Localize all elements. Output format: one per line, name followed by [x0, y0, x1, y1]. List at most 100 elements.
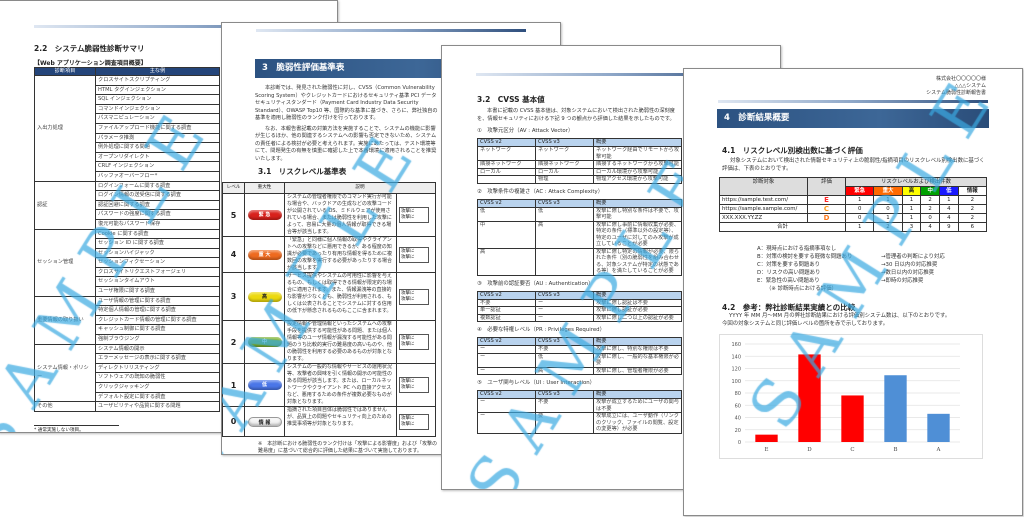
item-cell: エラーメッセージの表示に関する調査	[95, 353, 220, 364]
cell: 攻撃に際し、特別な権限は不要	[593, 345, 682, 354]
header-row: CVSS v2 CVSS v3 概要	[477, 138, 682, 147]
impact-text: 攻撃に	[401, 421, 415, 427]
count-cell: 2	[957, 204, 988, 214]
impact-cell: 攻撃に 攻撃に	[396, 193, 436, 237]
table-row: 入出力処理 クロスサイトスクリプティング	[34, 75, 220, 182]
category-cell: セッション管理	[34, 228, 96, 297]
item-cell: デフォルト設定に関する調査	[95, 391, 220, 403]
table-row: 認証 ログインフォームに関する調査	[34, 180, 220, 230]
column-header: CVSS v3	[535, 198, 594, 208]
target-url: https://sample.test.com/	[719, 195, 808, 205]
item-cell: セッションハイジャック	[95, 247, 220, 259]
header-system: △△△システム	[954, 83, 986, 89]
item-cell: 例外処理に関する問題	[95, 142, 220, 153]
table-row: 中高攻撃に際し事前に情報収集が必要、特定の条件（標準以外の設定等）、特定のユーザ…	[477, 220, 682, 249]
risk-level-header: 中	[920, 186, 940, 196]
y-tick-label: 20	[735, 428, 741, 434]
impact-box: 攻撃に 攻撃に	[399, 246, 429, 263]
header-row: CVSS v2 CVSS v3 概要	[477, 337, 682, 346]
severity-badge: 情 報	[247, 416, 282, 427]
impact-cell: 攻撃に 攻撃に	[396, 320, 436, 364]
target-url: XXX.XXX.YY.ZZ	[719, 213, 808, 223]
cell: 攻撃に際し二つ以上の認証が必要	[593, 313, 682, 322]
table-row: その他 ユーザビリティや品質に関する問題	[34, 401, 220, 412]
intro-paragraph-2: なお、本報告書記載の対策方法を実施することで、システムの機能に影響が生じるほか、…	[255, 125, 437, 162]
column-header: レベル	[222, 182, 245, 194]
table-caption: 【Web アプリケーション調査項目概要】	[34, 60, 147, 67]
header-rule	[256, 29, 526, 32]
item-cell: オープンリダイレクト	[95, 151, 220, 163]
y-tick-label: 0	[738, 440, 741, 446]
risk-level-header: 低	[938, 186, 959, 196]
count-cell: 0	[844, 213, 875, 223]
impact-text: 攻撃に	[401, 215, 415, 220]
count-cell: 0	[920, 213, 940, 223]
footnote-rule	[34, 425, 119, 426]
severity-badge: 低	[247, 380, 282, 390]
total-cell: 3	[901, 222, 922, 232]
cell: 物理	[535, 175, 594, 184]
level-number: 3	[222, 272, 245, 321]
description-cell: サービス提供やシステムの可用性に影響を与えるもの、もしくは取得できる情報が限定的…	[284, 272, 397, 321]
table-row: 隣接ネットワーク 隣接ネットワーク 隣接するネットワークから攻撃可能	[477, 160, 682, 169]
cell: ー	[477, 352, 536, 368]
bar-chart-svg: 0 20 40 60 80 100 120 140 160 E D C B A	[731, 342, 960, 453]
level-number: 0	[222, 406, 245, 437]
column-header: 説明	[284, 182, 436, 194]
table-row: 高 攻撃に際し特定の情報が必要、限られた条件（別の脆弱性を組み合わせる、対象システ…	[477, 247, 682, 276]
y-tick-label: 80	[735, 391, 741, 397]
risk-level-header: 情報	[957, 186, 988, 196]
cell: 攻撃に際し認証は不要	[593, 298, 682, 307]
y-tick-label: 120	[731, 367, 741, 373]
subsection-title: ② 攻撃条件の複雑さ（AC : Attack Complexity）	[477, 188, 604, 195]
description-cell: 「緊急」と同様に個人情報の取得やクライアントへの攻撃などに悪用できるが、ある程度…	[284, 236, 397, 273]
column-header: 概要	[593, 337, 682, 346]
cell: ー	[477, 345, 536, 354]
count-cell: 4	[938, 204, 959, 214]
bar	[841, 395, 864, 442]
count-cell: 1	[873, 195, 903, 205]
category-cell: システム情報・ポリシー	[34, 343, 96, 403]
table-row: ー不要 攻撃が成立するためにユーザの関与は不要	[477, 398, 682, 413]
cell: 高	[535, 366, 594, 375]
column-header: CVSS v3	[535, 390, 594, 399]
category-cell: 入出力処理	[34, 75, 96, 182]
column-header: 概要	[593, 198, 682, 208]
y-tick-label: 40	[735, 416, 741, 422]
column-header: CVSS v2	[477, 337, 536, 346]
grade: C	[807, 204, 846, 214]
grade-legend-item: E：緊急性の高い問題あり	[757, 278, 820, 284]
count-cell: 1	[901, 204, 922, 214]
impact-box: 攻撃に 攻撃に	[399, 207, 429, 223]
cell: 隣接するネットワークから攻撃可能	[593, 160, 682, 169]
column-header: 概要	[593, 138, 682, 147]
item-cell: ログイン情報の送受信に関する調査	[95, 190, 220, 201]
item-cell: キャッシュ制御に関する調査	[95, 324, 220, 336]
grade-legend-item: C：対策を要する問題あり	[757, 262, 821, 268]
item-cell: HTML タグインジェクション	[95, 84, 220, 96]
item-cell: ユーザ情報の管理に関する調査	[95, 295, 220, 307]
column-header: CVSS v3	[535, 290, 594, 300]
count-cell: 1	[844, 195, 875, 205]
count-cell: 1	[901, 195, 922, 205]
risk-level-header: 高	[901, 186, 922, 196]
impact-cell: 攻撃に 攻撃に	[396, 363, 436, 407]
total-cell: 9	[938, 222, 959, 232]
y-tick-label: 60	[735, 403, 741, 409]
cell: ローカル環境から攻撃可能	[593, 167, 682, 176]
item-cell: パスマニピュレーション	[95, 113, 220, 124]
header-row: CVSS v2 CVSS v3 概要	[477, 290, 682, 300]
cell: 攻撃に際し事前に情報収集が必要、特定の条件（標準以外の設定等）、特定のユーザに対…	[593, 220, 682, 249]
cell: 低	[477, 206, 536, 222]
item-cell: セッションフィクセーション	[95, 257, 220, 268]
item-cell: クロスサイトスクリプティング	[95, 75, 220, 86]
grade-legend-item: A：現時点における指摘事項なし	[757, 246, 837, 252]
cell: 低	[535, 206, 594, 222]
impact-cell: 攻撃に 攻撃に	[396, 272, 436, 321]
bar	[798, 354, 821, 442]
header-rule	[718, 100, 988, 103]
table-row: システム情報・ポリシー システム情報の開示	[34, 343, 220, 403]
impact-box: 攻撃に 攻撃に	[399, 334, 429, 350]
